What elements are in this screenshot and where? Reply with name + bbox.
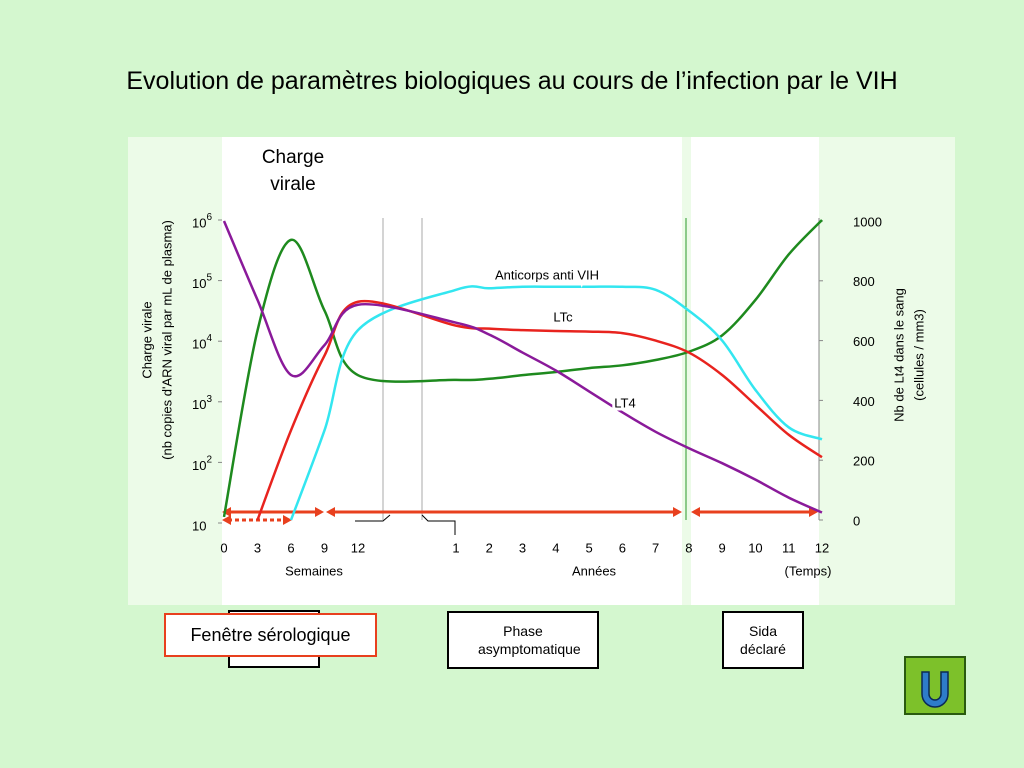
phase-box bbox=[447, 611, 599, 669]
x-tick-label: 8 bbox=[685, 540, 692, 555]
x-tick-label: 7 bbox=[652, 540, 659, 555]
y-tick-exponent: 3 bbox=[206, 393, 212, 404]
y-tick-exponent: 4 bbox=[206, 333, 212, 344]
x-tick-label: 1 bbox=[452, 540, 459, 555]
arrows bbox=[222, 507, 818, 525]
y2-axis-label: Nb de Lt4 dans le sang bbox=[891, 288, 906, 422]
y-tick-exponent: 5 bbox=[206, 272, 212, 283]
y2-tick-label: 600 bbox=[853, 334, 875, 349]
y2-tick-label: 1000 bbox=[853, 214, 882, 229]
y-tick-exponent: 2 bbox=[206, 454, 212, 465]
plot-panel bbox=[691, 137, 819, 605]
phase-label: Sida déclaré bbox=[740, 623, 786, 657]
series-label: LTc bbox=[553, 309, 573, 324]
series-label: LT4 bbox=[614, 395, 635, 410]
series-line bbox=[222, 219, 823, 518]
y-tick-label: 10 bbox=[192, 518, 206, 533]
axis-break bbox=[355, 514, 456, 535]
y2-tick-label: 800 bbox=[853, 274, 875, 289]
x-group-label: Années bbox=[572, 563, 617, 578]
y2-tick-label: 400 bbox=[853, 394, 875, 409]
series-line bbox=[222, 220, 823, 514]
x-tick-label: 4 bbox=[552, 540, 559, 555]
x-tick-label: 6 bbox=[619, 540, 626, 555]
back-icon bbox=[921, 671, 949, 708]
series-label: Charge virale bbox=[261, 147, 325, 195]
phase-label: Phase asymptomatique bbox=[478, 623, 581, 657]
phase-box bbox=[164, 613, 377, 657]
x-tick-label: 12 bbox=[815, 540, 829, 555]
series-line bbox=[289, 285, 823, 521]
x-tick-label: 2 bbox=[486, 540, 493, 555]
x-tick-label: 3 bbox=[254, 540, 261, 555]
x-tick-label: 6 bbox=[287, 540, 294, 555]
y2-tick-label: 200 bbox=[853, 454, 875, 469]
x-tick-label: 0 bbox=[220, 540, 227, 555]
x-group-label: Semaines bbox=[285, 563, 343, 578]
x-tick-label: 3 bbox=[519, 540, 526, 555]
series-label: Anticorps anti VIH bbox=[495, 267, 599, 282]
x-tick-label: 5 bbox=[585, 540, 592, 555]
phase-label: Fenêtre sérologique bbox=[190, 625, 351, 645]
phase-box bbox=[722, 611, 804, 669]
y2-axis-label: (cellules / mm3) bbox=[911, 309, 926, 401]
x-tick-label: 9 bbox=[321, 540, 328, 555]
chart-title: Evolution de paramètres biologiques au c… bbox=[126, 67, 898, 95]
y-axis-label: (nb copies d'ARN viral par mL de plasma) bbox=[159, 220, 174, 460]
series-line bbox=[256, 299, 823, 521]
x-tick-label: 10 bbox=[748, 540, 762, 555]
y-tick-exponent: 6 bbox=[206, 212, 212, 223]
x-group-label: (Temps) bbox=[785, 563, 832, 578]
x-tick-label: 12 bbox=[351, 540, 365, 555]
y2-tick-label: 0 bbox=[853, 513, 860, 528]
plot-panel bbox=[222, 137, 682, 605]
x-tick-label: 11 bbox=[782, 540, 796, 555]
x-tick-label: 9 bbox=[719, 540, 726, 555]
y-axis-label: Charge virale bbox=[139, 301, 154, 378]
